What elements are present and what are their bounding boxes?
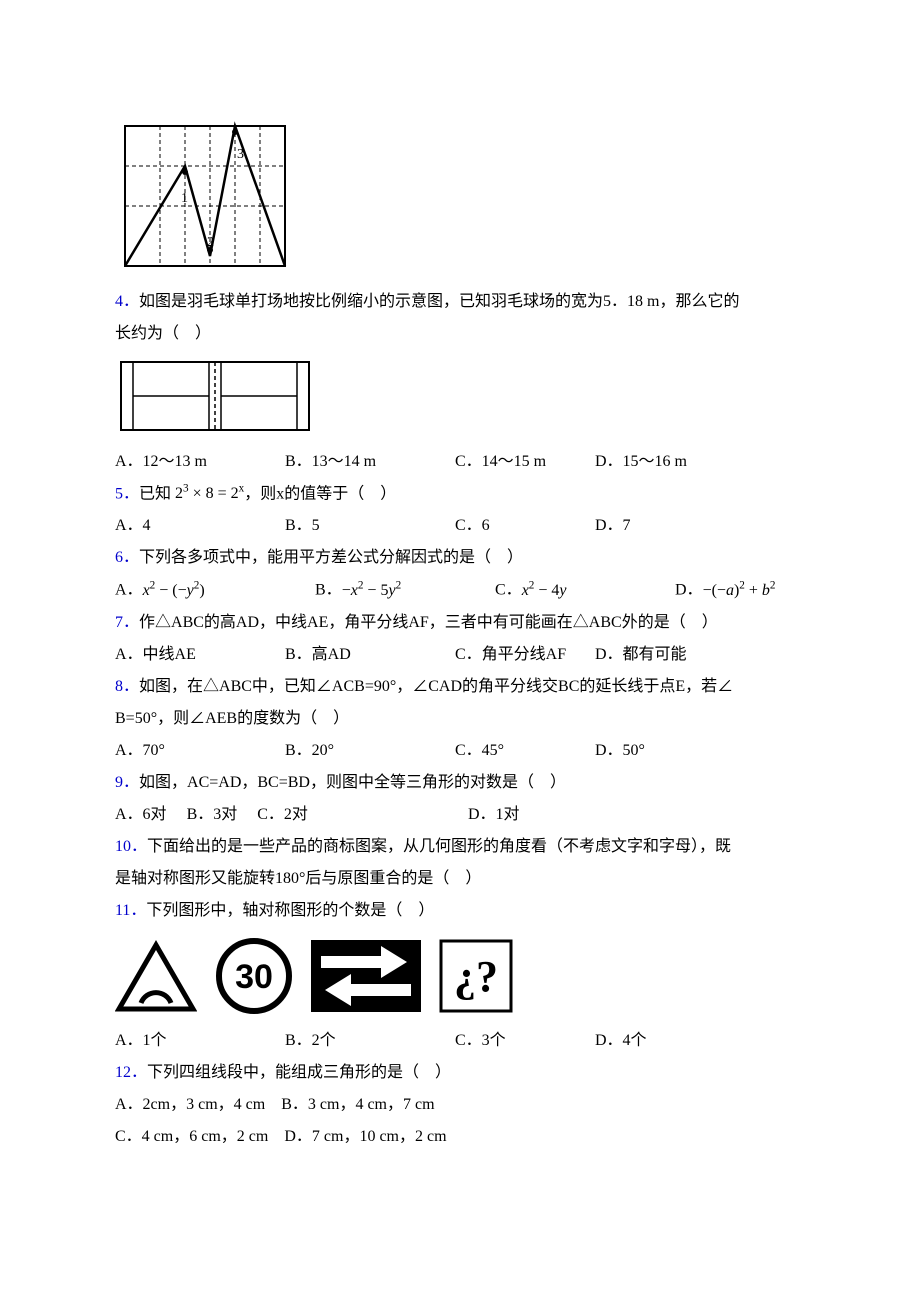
q5-options: A．4 B．5 C．6 D．7 xyxy=(115,510,805,542)
q4-options: A．12～13 m B．13～14 m C．14～15 m D．15～16 m xyxy=(115,446,805,478)
q12-opt-d: D．7 cm，10 cm，2 cm xyxy=(284,1128,446,1145)
q11-icon-circle30: 30 xyxy=(215,937,293,1015)
q8-line1: 8．如图，在△ABC中，已知∠ACB=90°，∠CAD的角平分线交BC的延长线于… xyxy=(115,671,805,703)
q10-text1: 下面给出的是一些产品的商标图案，从几何图形的角度看（不考虑文字和字母），既 xyxy=(147,838,731,855)
q12-opt-c: C．4 cm，6 cm，2 cm xyxy=(115,1128,268,1145)
svg-text:30: 30 xyxy=(235,958,273,996)
q7-opt-a: A．中线AE xyxy=(115,639,285,671)
q12-text: 下列四组线段中，能组成三角形的是（ ） xyxy=(147,1064,451,1081)
q6-opt-d: D．−(−a)2 + b2 xyxy=(675,574,775,606)
q11-opt-a: A．1个 xyxy=(115,1025,285,1057)
q11-num: 11． xyxy=(115,902,146,919)
q5-post: ，则x的值等于（ ） xyxy=(244,485,396,502)
q10-line1: 10．下面给出的是一些产品的商标图案，从几何图形的角度看（不考虑文字和字母），既 xyxy=(115,831,805,863)
q7-options: A．中线AE B．高AD C．角平分线AF D．都有可能 xyxy=(115,639,805,671)
q12-line: 12．下列四组线段中，能组成三角形的是（ ） xyxy=(115,1057,805,1089)
q5-opt-b: B．5 xyxy=(285,510,455,542)
q10-line2: 是轴对称图形又能旋转180°后与原图重合的是（ ） xyxy=(115,863,805,895)
q9-opt-b: B．3对 xyxy=(187,799,238,831)
q11-text: 下列图形中，轴对称图形的个数是（ ） xyxy=(146,902,434,919)
q7-line: 7．作△ABC的高AD，中线AE，角平分线AF，三者中有可能画在△ABC外的是（… xyxy=(115,607,805,639)
q6-text: 下列各多项式中，能用平方差公式分解因式的是（ ） xyxy=(139,549,523,566)
q11-icon-triangle xyxy=(115,939,197,1013)
q4-opt-a: A．12～13 m xyxy=(115,446,285,478)
svg-text:3: 3 xyxy=(237,147,244,162)
q7-text: 作△ABC的高AD，中线AE，角平分线AF，三者中有可能画在△ABC外的是（ ） xyxy=(139,614,718,631)
q8-opt-a: A．70° xyxy=(115,735,285,767)
q4-svg xyxy=(115,356,315,436)
q11-icon-arrows xyxy=(311,940,421,1012)
q8-opt-b: B．20° xyxy=(285,735,455,767)
q9-opt-d: D．1对 xyxy=(468,799,520,831)
q6-opt-a: A．x2 − (−y2) xyxy=(115,574,315,606)
q12-opt-b: B．3 cm，4 cm，7 cm xyxy=(281,1096,434,1113)
q8-options: A．70° B．20° C．45° D．50° xyxy=(115,735,805,767)
q12-opt-a: A．2cm，3 cm，4 cm xyxy=(115,1096,265,1113)
q3-svg: 3 1 2 xyxy=(115,116,295,276)
q11-opt-d: D．4个 xyxy=(595,1025,647,1057)
q7-num: 7． xyxy=(115,614,139,631)
q6-opt-b: B．−x2 − 5y2 xyxy=(315,574,495,606)
svg-text:¿?: ¿? xyxy=(454,952,498,1001)
q4-num: 4． xyxy=(115,293,139,310)
q9-opt-c: C．2对 xyxy=(257,799,308,831)
q6-options: A．x2 − (−y2) B．−x2 − 5y2 C．x2 − 4y D．−(−… xyxy=(115,574,805,606)
q5-line: 5．已知 23 × 8 = 2x，则x的值等于（ ） xyxy=(115,478,805,510)
q5-num: 5． xyxy=(115,485,139,502)
q11-line: 11．下列图形中，轴对称图形的个数是（ ） xyxy=(115,895,805,927)
q8-text1: 如图，在△ABC中，已知∠ACB=90°，∠CAD的角平分线交BC的延长线于点E… xyxy=(139,678,733,695)
q9-num: 9． xyxy=(115,774,139,791)
q11-opt-b: B．2个 xyxy=(285,1025,455,1057)
q7-opt-c: C．角平分线AF xyxy=(455,639,595,671)
q3-figure: 3 1 2 xyxy=(115,116,805,276)
q4-text1: 如图是羽毛球单打场地按比例缩小的示意图，已知羽毛球场的宽为5．18 m，那么它的 xyxy=(139,293,739,310)
q4-figure xyxy=(115,356,805,436)
svg-text:1: 1 xyxy=(181,191,188,206)
q5-opt-d: D．7 xyxy=(595,510,631,542)
q11-options: A．1个 B．2个 C．3个 D．4个 xyxy=(115,1025,805,1057)
q4-opt-d: D．15～16 m xyxy=(595,446,687,478)
q4-opt-b: B．13～14 m xyxy=(285,446,455,478)
q11-icon-question: ¿? xyxy=(439,939,513,1013)
q5-pre: 已知 xyxy=(139,485,171,502)
q11-figures: 30 ¿? xyxy=(115,937,805,1015)
q12-opts-row1: A．2cm，3 cm，4 cm B．3 cm，4 cm，7 cm xyxy=(115,1089,805,1121)
q4-line2: 长约为（ ） xyxy=(115,318,805,350)
q5-opt-c: C．6 xyxy=(455,510,595,542)
q11-opt-c: C．3个 xyxy=(455,1025,595,1057)
q7-opt-d: D．都有可能 xyxy=(595,639,687,671)
q9-line: 9．如图，AC=AD，BC=BD，则图中全等三角形的对数是（ ） xyxy=(115,767,805,799)
q4-line1: 4．如图是羽毛球单打场地按比例缩小的示意图，已知羽毛球场的宽为5．18 m，那么… xyxy=(115,286,805,318)
q6-line: 6．下列各多项式中，能用平方差公式分解因式的是（ ） xyxy=(115,542,805,574)
q7-opt-b: B．高AD xyxy=(285,639,455,671)
q8-opt-c: C．45° xyxy=(455,735,595,767)
q4-opt-c: C．14～15 m xyxy=(455,446,595,478)
q6-opt-c: C．x2 − 4y xyxy=(495,574,675,606)
q12-opts-row2: C．4 cm，6 cm，2 cm D．7 cm，10 cm，2 cm xyxy=(115,1121,805,1153)
q8-num: 8． xyxy=(115,678,139,695)
q9-opt-a: A．6对 xyxy=(115,799,167,831)
q9-text: 如图，AC=AD，BC=BD，则图中全等三角形的对数是（ ） xyxy=(139,774,566,791)
q5-math: 23 × 8 = 2x xyxy=(175,485,244,502)
q10-num: 10． xyxy=(115,838,147,855)
q5-opt-a: A．4 xyxy=(115,510,285,542)
q12-num: 12． xyxy=(115,1064,147,1081)
q9-options: A．6对 B．3对 C．2对 D．1对 xyxy=(115,799,805,831)
q8-opt-d: D．50° xyxy=(595,735,645,767)
q6-num: 6． xyxy=(115,549,139,566)
q8-line2: B=50°，则∠AEB的度数为（ ） xyxy=(115,703,805,735)
